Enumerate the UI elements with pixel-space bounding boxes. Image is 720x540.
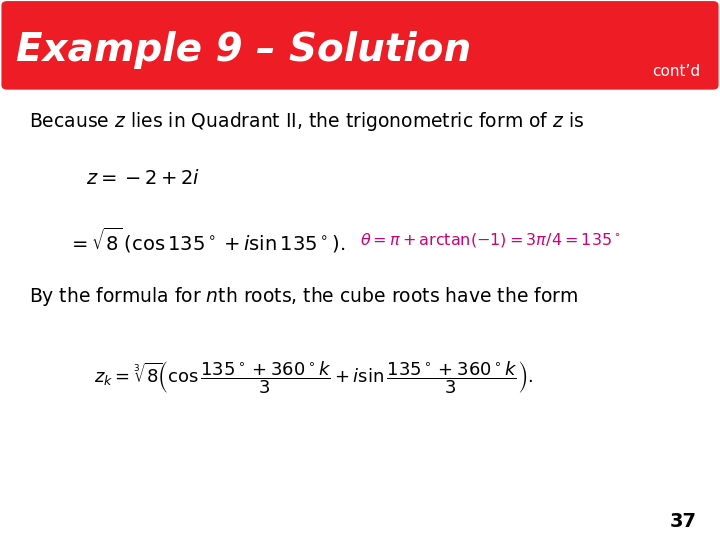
FancyBboxPatch shape: [1, 1, 719, 90]
Text: $\theta = \pi + \mathrm{arctan}(-1) = 3\pi/4 = 135^\circ$: $\theta = \pi + \mathrm{arctan}(-1) = 3\…: [360, 231, 621, 249]
Text: $z_k = \sqrt[3]{8}\!\left(\cos\dfrac{135^\circ + 360^\circ k}{3} + i\sin\dfrac{1: $z_k = \sqrt[3]{8}\!\left(\cos\dfrac{135…: [94, 360, 533, 396]
Text: $z = -2 + 2i$: $z = -2 + 2i$: [86, 168, 201, 188]
Text: Example 9 – Solution: Example 9 – Solution: [16, 31, 471, 69]
Text: $= \sqrt{8}\,(\cos 135^\circ + i\sin 135^\circ).$: $= \sqrt{8}\,(\cos 135^\circ + i\sin 135…: [68, 226, 346, 255]
Text: Because $z$ lies in Quadrant II, the trigonometric form of $z$ is: Because $z$ lies in Quadrant II, the tri…: [29, 110, 584, 133]
Text: 37: 37: [670, 511, 697, 531]
Text: cont’d: cont’d: [652, 64, 700, 79]
Text: By the formula for $n$th roots, the cube roots have the form: By the formula for $n$th roots, the cube…: [29, 286, 578, 308]
